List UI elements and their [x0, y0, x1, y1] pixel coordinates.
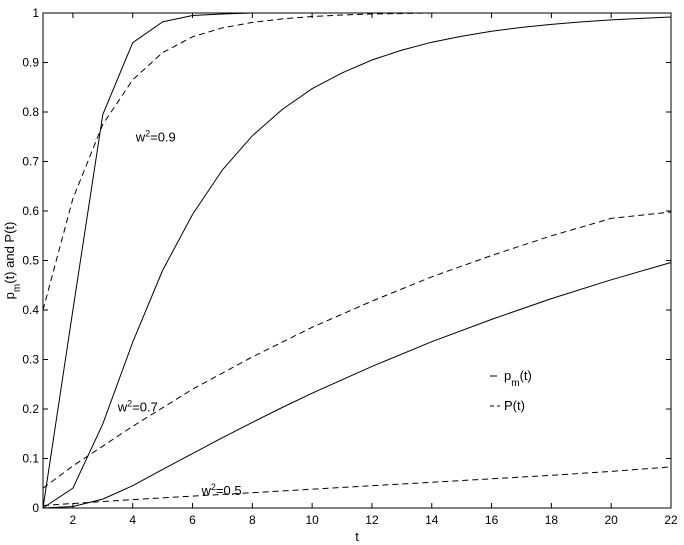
plot-frame: [42, 12, 672, 509]
legend: pm(t) P(t): [490, 368, 532, 413]
y-axis-label: pm(t) and P(t): [2, 222, 23, 300]
x-tick-label: 8: [249, 513, 256, 527]
series-line-3-solid: [42, 16, 672, 509]
series-line-4-dashed: [42, 211, 672, 489]
series-line-6-dashed: [42, 466, 672, 506]
ticks-layer: 2 4 6 8 10 12 14 16 18 20 22 0 0.1 0.2 0.3 0.4 0.5 0.6 0.7…: [22, 6, 678, 527]
y-axis-label-rest: (t) and P(t): [2, 222, 17, 284]
y-axis-label-main: p: [2, 292, 17, 299]
y-tick-label: 0.7: [22, 155, 39, 169]
legend-label-solid: pm(t): [504, 368, 532, 389]
y-tick-label: 0.5: [22, 254, 39, 268]
series-line-5-solid: [42, 262, 672, 509]
y-tick-label: 0.8: [22, 105, 39, 119]
x-axis-label: t: [355, 529, 359, 544]
y-tick-label: 0.3: [22, 353, 39, 367]
y-tick-label: 0.4: [22, 303, 39, 317]
x-tick-label: 6: [189, 513, 196, 527]
series-annotation-1: w2=0.9: [135, 129, 176, 145]
series-line-2-dashed: [42, 12, 671, 311]
series-line-1-solid: [42, 12, 671, 509]
y-tick-label: 0.1: [22, 452, 39, 466]
x-tick-label: 12: [365, 513, 379, 527]
y-tick-label: 0: [32, 501, 39, 515]
x-tick-label: 20: [605, 513, 619, 527]
series-annotation-3: w2=0.5: [200, 482, 241, 498]
x-tick-label: 2: [70, 513, 77, 527]
x-tick-label: 10: [305, 513, 319, 527]
y-tick-label: 0.2: [22, 402, 39, 416]
x-tick-label: 14: [425, 513, 439, 527]
y-tick-label: 0.9: [22, 56, 39, 70]
x-tick-label: 16: [485, 513, 499, 527]
x-tick-label: 22: [664, 513, 678, 527]
x-tick-label: 4: [129, 513, 136, 527]
series-annotation-2: w2=0.7: [117, 398, 158, 414]
legend-label-dashed: P(t): [504, 398, 525, 413]
y-tick-label: 1: [32, 6, 39, 20]
y-axis-label-sub: m: [12, 284, 23, 292]
annotation-layer: w2=0.9 w2=0.7 w2=0.5: [117, 129, 242, 498]
series-layer: [42, 12, 672, 509]
y-tick-label: 0.6: [22, 204, 39, 218]
x-tick-label: 18: [545, 513, 559, 527]
